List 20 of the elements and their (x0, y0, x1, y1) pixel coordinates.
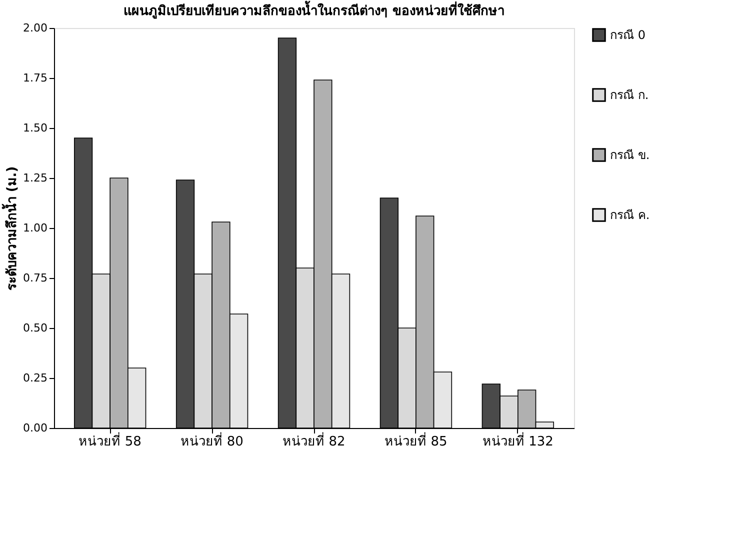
y-tick-label: 0.00 (23, 422, 48, 434)
legend-label: กรณี 0 (610, 28, 646, 42)
x-tick-label: หน่วยที่ 58 (78, 432, 142, 450)
x-tick-label: หน่วยที่ 132 (482, 432, 554, 450)
y-tick-label: 0.25 (23, 372, 48, 384)
chart-title: แผนภูมิเปรียบเทียบความลึกของน้ำในกรณีต่างๆ ของหน่วยที่ใช้ศึกษา (124, 0, 504, 19)
y-tick-label: 1.00 (23, 222, 48, 234)
y-tick-label: 2.00 (23, 22, 48, 34)
legend-label: กรณี ก. (610, 88, 649, 102)
x-tick-label: หน่วยที่ 82 (282, 432, 346, 450)
y-tick-label: 1.50 (23, 122, 48, 134)
y-tick-label: 0.50 (23, 322, 48, 334)
legend-label: กรณี ค. (610, 208, 650, 222)
y-tick-label: 1.75 (23, 72, 48, 84)
y-tick-label: 0.75 (23, 272, 48, 284)
x-tick-label: หน่วยที่ 80 (180, 432, 244, 450)
legend-label: กรณี ข. (610, 148, 650, 162)
y-axis-title: ระดับความลึกน้ำ (ม.) (1, 166, 20, 291)
y-tick-label: 1.25 (23, 172, 48, 184)
x-tick-label: หน่วยที่ 85 (384, 432, 448, 450)
